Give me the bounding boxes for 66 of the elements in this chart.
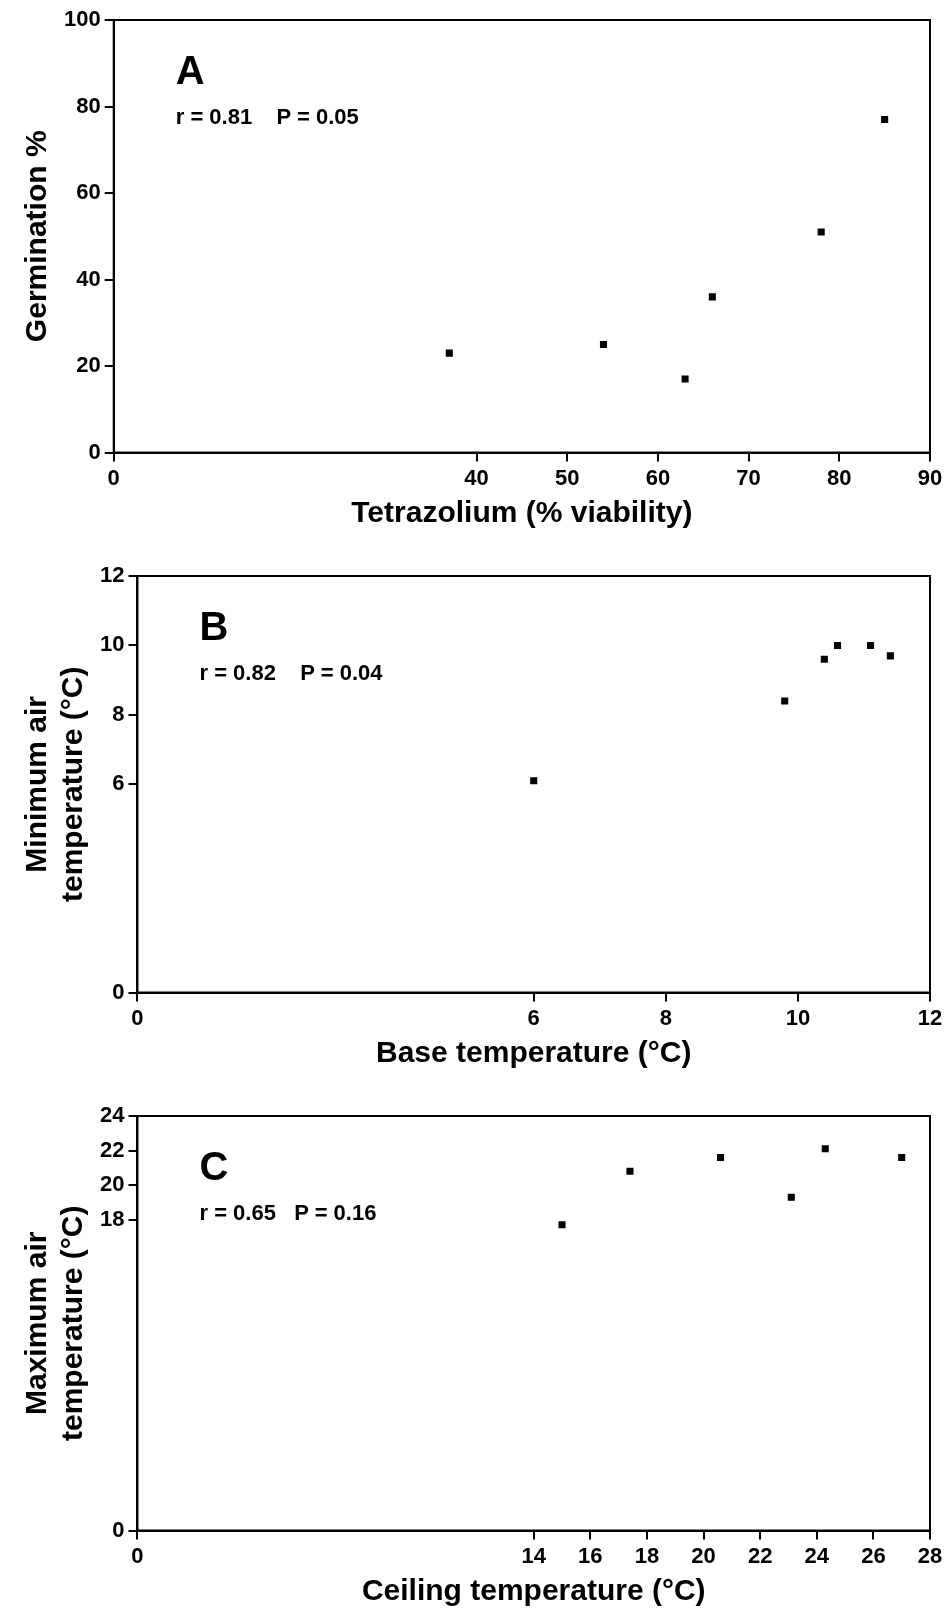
- point: [821, 1145, 829, 1153]
- point: [881, 115, 889, 124]
- point: [717, 1153, 725, 1161]
- x-axis-title: Tetrazolium (% viability): [351, 495, 693, 529]
- x-tick-label: 16: [578, 1542, 603, 1568]
- point: [626, 1167, 634, 1175]
- x-tick-label: 18: [634, 1542, 660, 1568]
- x-axis-title: Ceiling temperature (°C): [361, 1573, 706, 1607]
- y-tick-label: 0: [88, 438, 101, 464]
- y-tick-label: 18: [99, 1205, 125, 1231]
- x-tick-label: 22: [747, 1542, 773, 1568]
- annotation: A: [175, 48, 205, 92]
- point: [708, 293, 716, 301]
- point: [558, 1221, 566, 1229]
- y-axis-title: Germination %: [19, 130, 53, 343]
- x-tick-label: 0: [131, 1004, 144, 1030]
- x-tick-label: 70: [736, 464, 761, 490]
- x-tick-label: 90: [917, 464, 943, 490]
- x-tick-label: 8: [659, 1004, 672, 1030]
- x-tick-label: 10: [785, 1004, 811, 1030]
- annotation: r = 0.81 P = 0.05: [175, 104, 359, 129]
- y-axis-title: Maximum air temperature (°C): [19, 1205, 89, 1441]
- annotation: B: [199, 604, 229, 648]
- x-tick-label: 60: [645, 464, 671, 490]
- x-tick-label: 0: [131, 1542, 144, 1568]
- x-tick-label: 28: [917, 1542, 943, 1568]
- point: [886, 652, 894, 660]
- x-tick-label: 80: [827, 464, 852, 490]
- x-axis-title: Base temperature (°C): [376, 1035, 692, 1069]
- point: [787, 1193, 795, 1201]
- y-tick-label: 20: [99, 1171, 125, 1197]
- point: [898, 1153, 906, 1161]
- x-tick-label: 12: [917, 1004, 943, 1030]
- x-tick-label: 6: [527, 1004, 540, 1030]
- annotation: C: [199, 1144, 229, 1188]
- point: [820, 655, 828, 663]
- y-tick-label: 6: [112, 770, 125, 796]
- annotation: r = 0.82 P = 0.04: [199, 660, 384, 685]
- point: [867, 641, 875, 649]
- x-tick-label: 14: [521, 1542, 547, 1568]
- annotation: r = 0.65 P = 0.16: [199, 1200, 377, 1225]
- point: [530, 777, 538, 785]
- y-tick-label: 0: [112, 978, 125, 1004]
- point: [834, 641, 842, 649]
- y-tick-label: 0: [112, 1516, 125, 1542]
- y-axis-title: Minimum air temperature (°C): [19, 666, 89, 902]
- y-tick-label: 12: [99, 562, 125, 588]
- y-tick-label: 20: [76, 352, 101, 378]
- point: [445, 349, 453, 357]
- y-tick-label: 80: [76, 92, 101, 118]
- point: [781, 697, 789, 705]
- x-tick-label: 50: [554, 464, 580, 490]
- x-tick-label: 20: [691, 1542, 716, 1568]
- y-tick-label: 100: [63, 6, 101, 32]
- point: [817, 228, 825, 236]
- x-tick-label: 24: [804, 1542, 830, 1568]
- x-tick-label: 26: [861, 1542, 886, 1568]
- y-tick-label: 22: [99, 1136, 125, 1162]
- y-tick-label: 10: [99, 631, 125, 657]
- y-tick-label: 40: [76, 265, 101, 291]
- y-tick-label: 24: [99, 1102, 126, 1128]
- point: [599, 340, 608, 348]
- y-tick-label: 60: [76, 179, 101, 205]
- x-tick-label: 40: [464, 464, 489, 490]
- y-tick-label: 8: [112, 700, 125, 726]
- point: [681, 375, 689, 383]
